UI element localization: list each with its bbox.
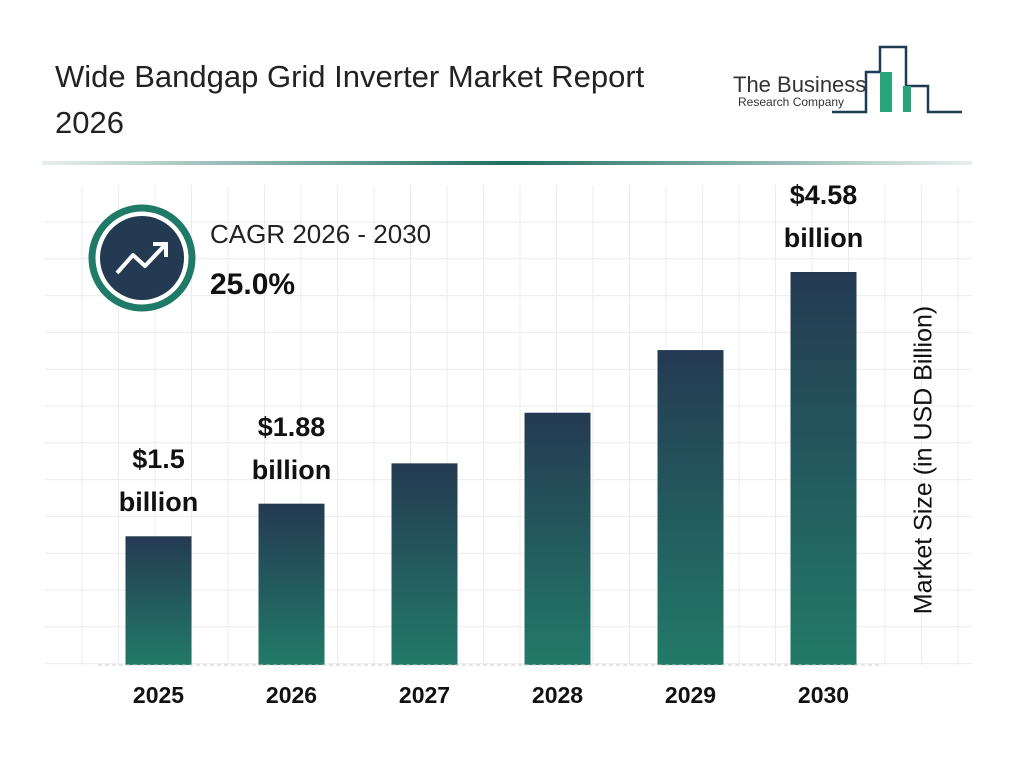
trend-icon <box>115 243 167 275</box>
cagr-value: 25.0% <box>210 268 295 301</box>
logo <box>832 45 962 114</box>
x-tick-label: 2030 <box>798 682 849 708</box>
bar <box>125 536 192 665</box>
logo-line2: Research Company <box>738 95 844 109</box>
x-tick-label: 2026 <box>266 682 317 708</box>
bar <box>657 350 724 665</box>
bar <box>391 463 458 665</box>
logo-line1: The Business <box>733 72 866 97</box>
bar <box>790 272 857 665</box>
cagr-icon <box>100 216 184 300</box>
bar <box>258 503 325 665</box>
x-tick-label: 2029 <box>665 682 716 708</box>
x-tick-label: 2028 <box>532 682 583 708</box>
cagr-label: CAGR 2026 - 2030 <box>210 219 431 249</box>
bar <box>524 412 591 665</box>
value-label: $1.88 billion <box>251 411 332 485</box>
chart-title: Wide Bandgap Grid Inverter Market Report… <box>55 59 645 140</box>
x-tick-label: 2025 <box>133 682 184 708</box>
separator <box>42 161 972 165</box>
value-label: $4.58 billion <box>783 180 864 253</box>
value-label: $1.5 billion <box>118 444 199 518</box>
y-axis-label: Market Size (in USD Billion) <box>910 306 938 614</box>
x-tick-label: 2027 <box>399 682 450 708</box>
trend-arrow <box>153 242 168 257</box>
